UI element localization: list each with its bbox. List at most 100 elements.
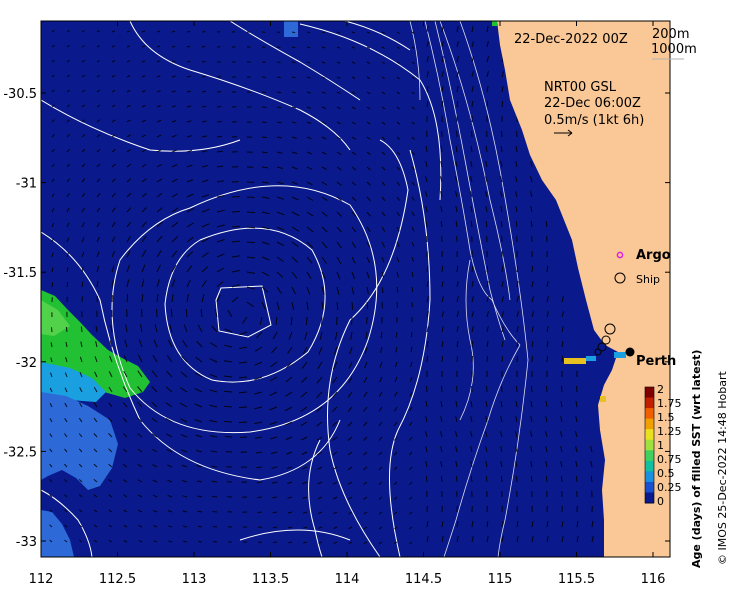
velocity-vector (363, 511, 368, 515)
velocity-vector (351, 181, 357, 186)
velocity-vector (381, 46, 385, 49)
velocity-vector (456, 521, 459, 528)
velocity-vector (381, 91, 386, 95)
coastal-fleck (564, 358, 586, 364)
date-label: 22-Dec-2022 00Z (514, 32, 628, 47)
velocity-vector (425, 461, 428, 468)
velocity-vector (426, 86, 429, 93)
velocity-vector (575, 446, 578, 453)
velocity-vector (336, 241, 342, 249)
velocity-vector (287, 526, 293, 529)
velocity-vector (501, 281, 504, 288)
velocity-vector (209, 389, 218, 393)
velocity-vector (210, 342, 218, 348)
velocity-vector (165, 386, 173, 393)
velocity-vector (126, 30, 130, 33)
velocity-vector (79, 372, 83, 378)
velocity-vector (276, 256, 284, 262)
velocity-vector (201, 179, 209, 183)
velocity-vector (381, 166, 386, 171)
velocity-vector (545, 221, 548, 228)
velocity-vector (501, 311, 504, 318)
velocity-vector (291, 121, 297, 124)
velocity-vector (165, 417, 173, 423)
velocity-vector (224, 360, 233, 363)
velocity-vector (531, 326, 534, 333)
velocity-vector (332, 481, 338, 485)
velocity-vector (366, 91, 371, 95)
velocity-vector (78, 433, 83, 438)
velocity-vector (216, 135, 223, 138)
velocity-vector (152, 494, 158, 498)
velocity-vector (254, 391, 263, 395)
velocity-vector (560, 431, 563, 438)
velocity-vector (440, 461, 443, 468)
velocity-vector (276, 196, 285, 200)
velocity-vector (51, 104, 55, 108)
blue-age-patch-south (41, 510, 74, 557)
velocity-vector (515, 416, 518, 423)
velocity-vector (126, 163, 132, 168)
velocity-vector (531, 281, 534, 288)
velocity-vector (287, 346, 293, 354)
velocity-vector (381, 31, 385, 34)
velocity-vector (302, 346, 308, 355)
velocity-vector (381, 121, 386, 125)
velocity-vector (81, 193, 86, 198)
velocity-vector (411, 181, 415, 186)
velocity-vector (49, 539, 53, 543)
velocity-vector (111, 74, 116, 78)
velocity-vector (485, 146, 488, 153)
velocity-vector (486, 100, 489, 108)
velocity-vector (246, 286, 255, 290)
velocity-vector (409, 406, 413, 412)
velocity-vector (500, 416, 503, 423)
velocity-vector (288, 541, 293, 544)
velocity-vector (276, 271, 284, 278)
velocity-vector (363, 496, 368, 500)
colorbar-title: Age (days) of filled SST (wrt latest) (690, 350, 703, 568)
velocity-vector (441, 265, 444, 273)
velocity-vector (486, 41, 489, 48)
velocity-vector (394, 541, 398, 545)
velocity-vector (471, 296, 474, 303)
velocity-vector (66, 59, 70, 63)
y-axis: -30.5 -31 -31.5 -32 -32.5 -33 (3, 87, 670, 550)
colorbar-segment (645, 397, 654, 409)
velocity-vector (259, 316, 263, 325)
velocity-vector (216, 165, 224, 168)
velocity-vector (440, 221, 443, 228)
x-axis: 112 112.5 113 113.5 114 114.5 115 115.5 116 (29, 21, 665, 587)
velocity-vector (426, 26, 429, 33)
velocity-vector (363, 541, 368, 545)
velocity-vector (66, 29, 70, 33)
velocity-vector (348, 376, 353, 384)
velocity-vector (186, 90, 191, 93)
velocity-vector (411, 121, 415, 125)
velocity-vector (152, 479, 158, 483)
velocity-vector (440, 475, 443, 483)
velocity-vector (561, 341, 564, 348)
velocity-vector (426, 56, 429, 63)
velocity-vector (123, 524, 128, 528)
velocity-vector (171, 149, 177, 153)
velocity-vector (194, 372, 203, 378)
velocity-vector (411, 46, 415, 50)
velocity-vector (394, 361, 398, 368)
velocity-vector (411, 241, 415, 247)
velocity-vector (276, 166, 283, 169)
velocity-vector (111, 45, 115, 48)
velocity-vector (231, 196, 240, 198)
velocity-vector (246, 301, 254, 308)
velocity-vector (141, 192, 147, 198)
velocity-vector (306, 271, 312, 280)
velocity-vector (276, 136, 282, 139)
velocity-vector (51, 267, 54, 273)
velocity-vector (224, 375, 233, 378)
velocity-vector (485, 416, 488, 423)
velocity-vector (231, 269, 240, 273)
velocity-vector (122, 402, 128, 408)
velocity-vector (246, 196, 255, 198)
velocity-vector (456, 86, 459, 93)
velocity-vector (470, 401, 473, 408)
